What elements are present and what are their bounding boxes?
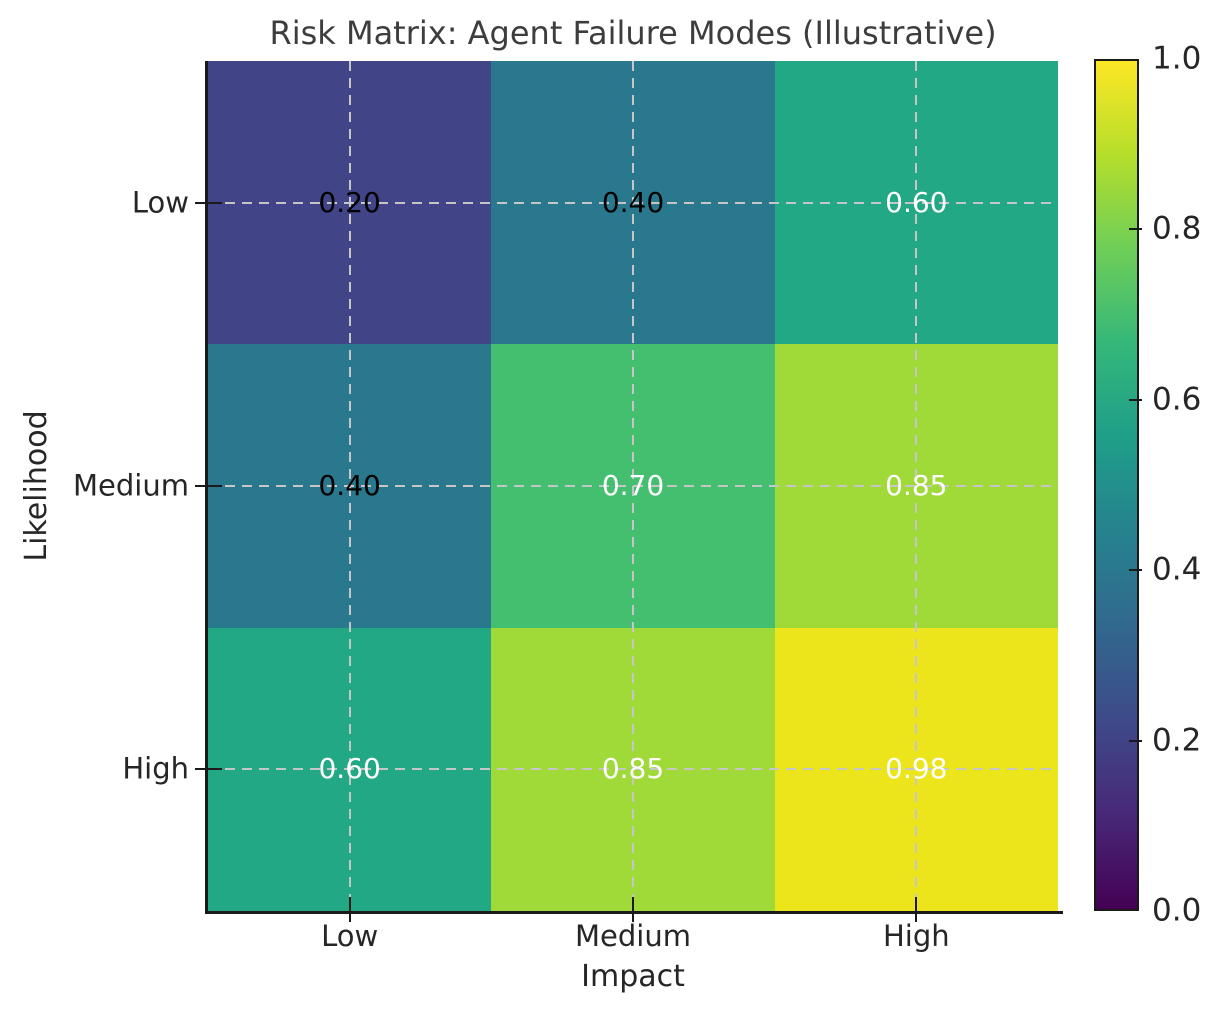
y-tick-mark (195, 485, 222, 487)
y-tick-label-low: Low (131, 185, 189, 220)
x-tick-label-high: High (883, 919, 950, 953)
cell-value-label: 0.70 (601, 469, 665, 502)
colorbar (1094, 59, 1139, 911)
cell-value-label: 0.85 (885, 469, 948, 502)
cell-value-label: 0.98 (885, 752, 948, 786)
gridline-vertical (915, 61, 918, 911)
y-tick-mark (195, 768, 222, 771)
chart-title: Risk Matrix: Agent Failure Modes (Illust… (269, 14, 997, 52)
colorbar-tick-label: 1.0 (1152, 40, 1202, 77)
colorbar-tick-mark (1129, 569, 1142, 572)
cell-value-label: 0.40 (601, 185, 665, 219)
y-tick-mark (195, 201, 222, 204)
bottom-spine (205, 911, 1063, 914)
cell-value-label: 0.40 (318, 469, 381, 502)
cell-value-label: 0.85 (601, 752, 665, 786)
y-tick-label-medium: Medium (73, 468, 189, 503)
x-tick-label-low: Low (321, 919, 379, 953)
gridline-horizontal (208, 768, 1058, 771)
x-axis-label: Impact (581, 959, 685, 994)
colorbar-tick-label: 0.6 (1152, 381, 1202, 418)
y-tick-label-high: High (122, 751, 189, 786)
colorbar-tick-mark (1129, 228, 1142, 231)
cell-value-label: 0.20 (318, 185, 381, 219)
colorbar-tick-label: 0.2 (1152, 722, 1202, 759)
colorbar-tick-mark (1129, 739, 1142, 742)
cell-value-label: 0.60 (885, 185, 948, 219)
heatmap-plot: 0.20 0.40 0.60 0.40 0.70 0.85 0.60 0.85 0.98 (195, 61, 1063, 922)
x-tick-mark (915, 897, 918, 922)
x-tick-label-medium: Medium (575, 919, 691, 953)
gridline-vertical (632, 61, 634, 911)
cell-value-label: 0.60 (318, 752, 381, 786)
colorbar-tick-mark (1129, 398, 1142, 401)
x-tick-mark (348, 897, 351, 922)
colorbar-tick-label: 0.4 (1152, 551, 1202, 588)
colorbar-tick-label: 0.0 (1152, 892, 1202, 929)
left-spine (205, 61, 208, 914)
colorbar-tick-label: 0.8 (1152, 210, 1202, 247)
y-axis-label: Likelihood (19, 410, 54, 562)
x-tick-mark (632, 897, 634, 922)
